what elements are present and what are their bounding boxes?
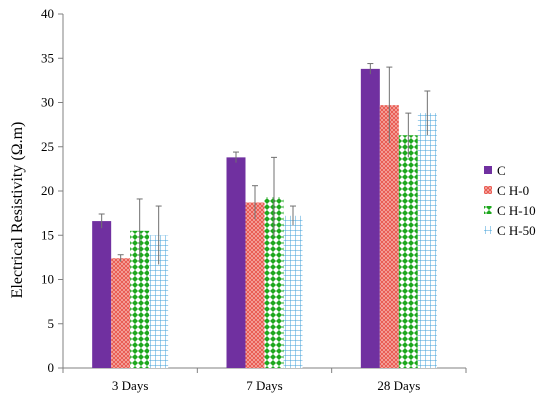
bar: [398, 135, 418, 368]
legend-swatch: [484, 186, 492, 194]
bar: [417, 113, 437, 369]
legend-swatch: [484, 206, 492, 214]
y-tick-label: 35: [41, 50, 54, 65]
legend-swatch: [484, 226, 492, 234]
bar: [92, 221, 112, 368]
bar: [360, 68, 380, 369]
bar: [283, 215, 303, 368]
y-tick-label: 0: [48, 360, 55, 375]
legend-swatch: [484, 166, 492, 174]
bar: [149, 235, 169, 368]
y-tick-label: 10: [41, 272, 54, 287]
y-tick-label: 5: [48, 316, 55, 331]
legend-label: C: [497, 163, 506, 178]
y-tick-label: 40: [41, 6, 54, 21]
bar: [130, 230, 150, 368]
legend-label: C H-0: [497, 183, 529, 198]
bar: [245, 202, 265, 368]
y-tick-label: 15: [41, 227, 54, 242]
x-category-label: 3 Days: [112, 378, 148, 393]
y-axis: 0 5 10 15 20 25 30 35 40: [41, 6, 64, 375]
x-category-label: 28 Days: [377, 378, 420, 393]
x-axis: 3 Days 7 Days 28 Days: [62, 367, 467, 393]
bar: [111, 258, 131, 368]
legend-label: C H-10: [497, 203, 536, 218]
bar: [264, 197, 284, 368]
legend: C C H-0 C H-10 C H-50: [484, 163, 536, 238]
error-bars: [98, 63, 431, 265]
y-axis-label: Electrical Resistivity (Ω.m): [9, 122, 26, 299]
y-tick-label: 25: [41, 139, 54, 154]
x-category-label: 7 Days: [246, 378, 282, 393]
bar: [226, 157, 246, 368]
bars: [92, 68, 437, 369]
y-tick-label: 20: [41, 183, 54, 198]
legend-label: C H-50: [497, 223, 536, 238]
y-tick-label: 30: [41, 95, 54, 110]
bar: [379, 105, 399, 368]
